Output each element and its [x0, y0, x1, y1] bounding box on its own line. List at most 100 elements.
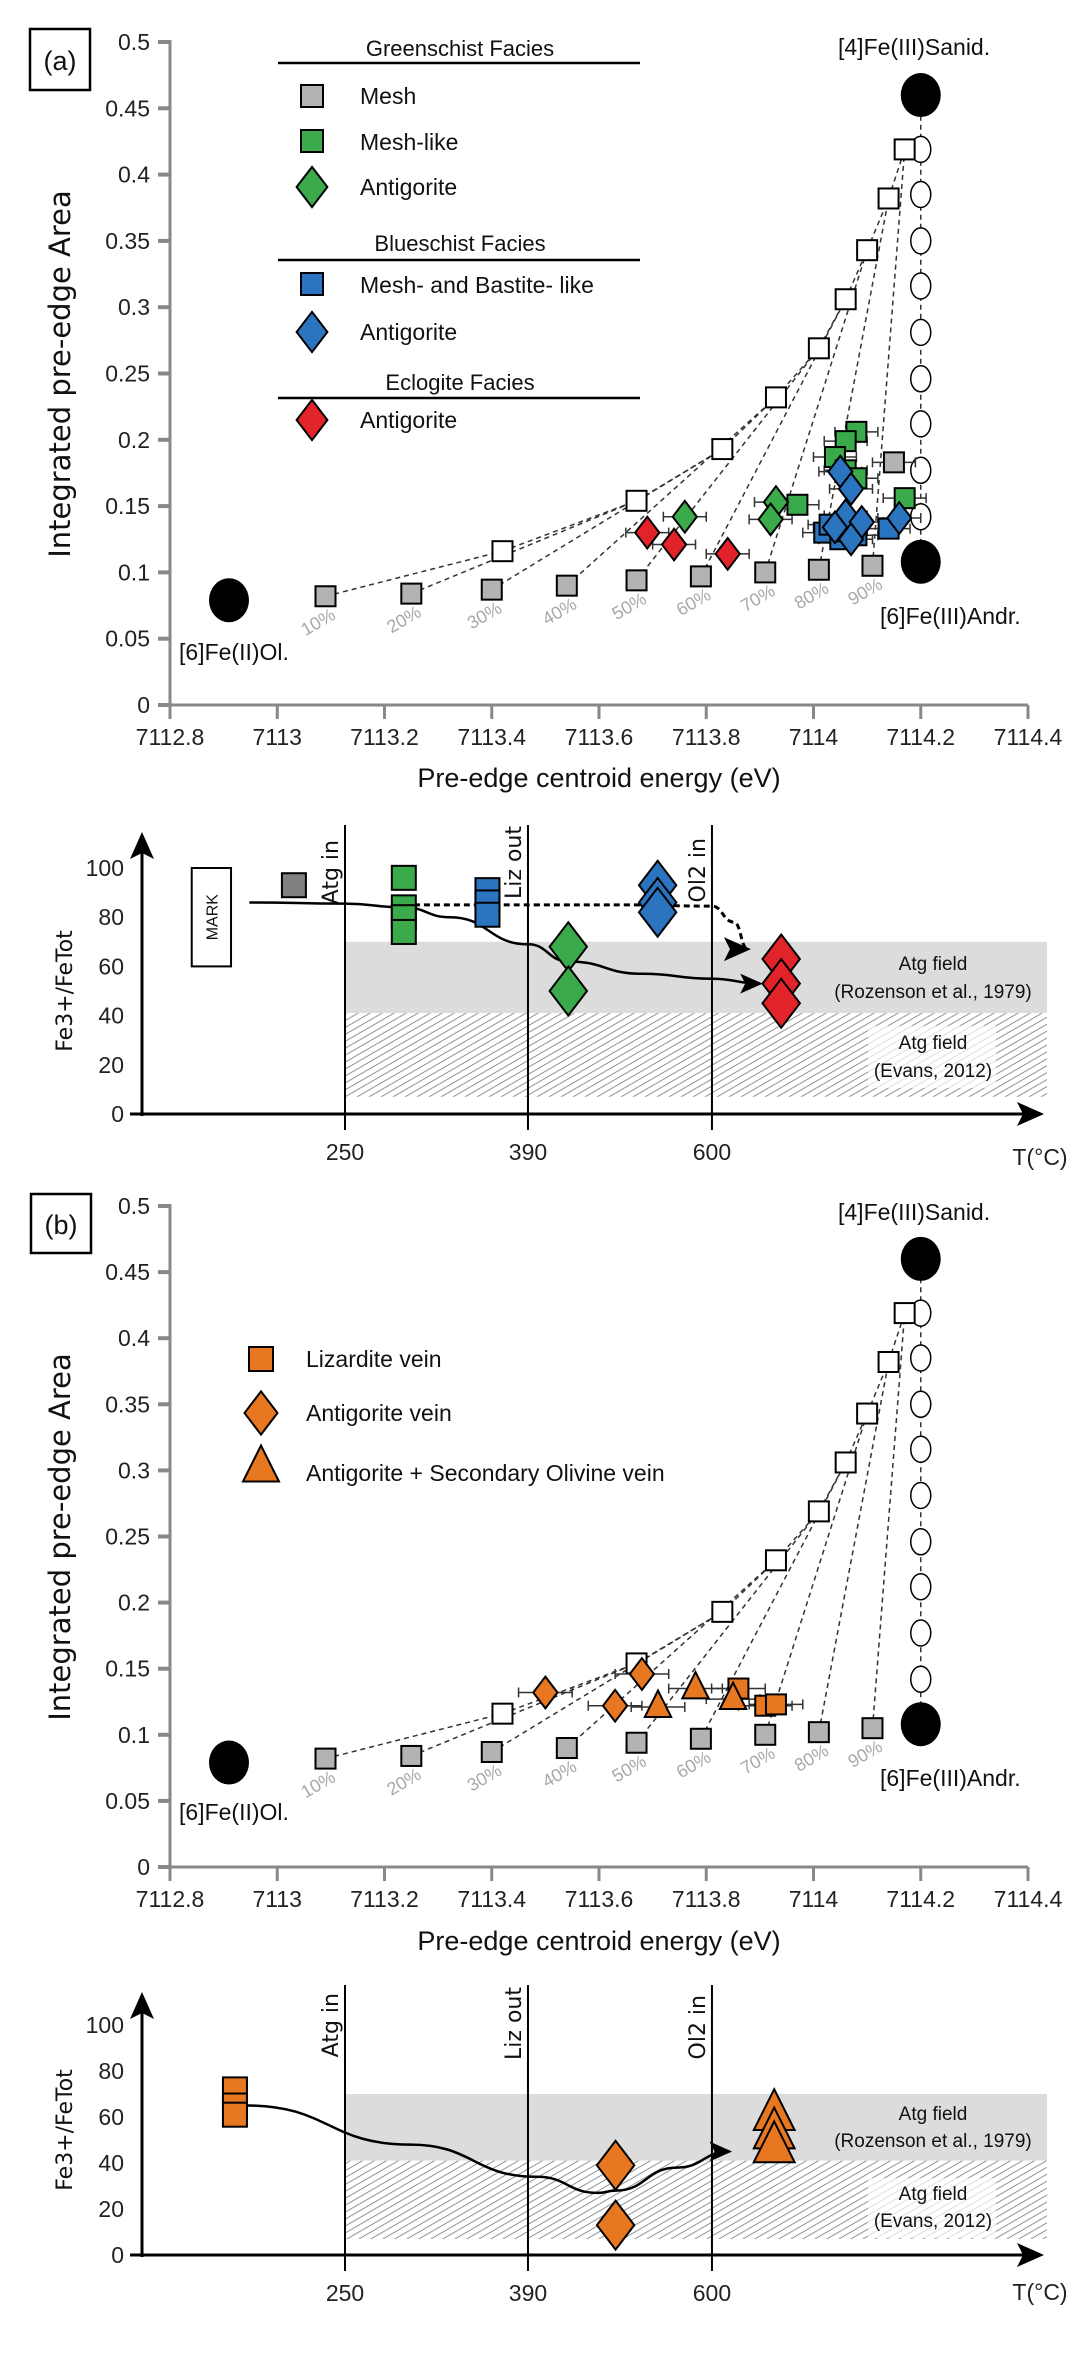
- mixing-line: [411, 1662, 637, 1757]
- mixing-line: [700, 1462, 847, 1740]
- field-reference: (Evans, 2012): [874, 2211, 992, 2232]
- x-tick-label: 7114.2: [886, 724, 955, 750]
- ol-andr-mixture-point: [400, 1744, 423, 1767]
- mixture-percent-label: 20%: [383, 1764, 424, 1799]
- data-point: [595, 2139, 636, 2192]
- ol-andr-mixture-point: [480, 1740, 503, 1763]
- field-reference: (Rozenson et al., 1979): [834, 2131, 1032, 2152]
- field-gray: [345, 2094, 1047, 2161]
- data-point: [757, 501, 784, 537]
- y-tick-label: 100: [86, 2012, 124, 2038]
- mixture-percent-label: 30%: [464, 598, 505, 633]
- mixture-percent-label: 40%: [539, 594, 580, 629]
- y-tick-label: 0.05: [105, 626, 150, 652]
- x-axis-label: T(°C): [1012, 2279, 1067, 2305]
- y-tick-label: 100: [86, 855, 124, 881]
- chart-b-temperature: Fe3+/FeTot T(°C) Atg in Liz out Ol2 in A…: [53, 1985, 1068, 2306]
- chart-a-temperature: Fe3+/FeTot T(°C) Atg in Liz out Ol2 in A…: [53, 825, 1068, 1170]
- y-axis-label: Integrated pre-edge Area: [43, 1353, 77, 1721]
- boundary-label: Atg in: [319, 840, 344, 904]
- x-tick-label: 250: [326, 2280, 364, 2306]
- y-tick-label: 60: [98, 953, 124, 979]
- data-point: [643, 1688, 673, 1718]
- mixing-line: [249, 1759, 326, 1763]
- legend-label: Lizardite vein: [306, 1346, 442, 1372]
- y-tick-label: 40: [98, 2150, 124, 2176]
- legend-label: Antigorite: [360, 407, 457, 433]
- reference-andr-point: [900, 1702, 941, 1747]
- legend-label: Antigorite + Secondary Olivine vein: [306, 1460, 665, 1486]
- x-tick-label: 7114: [789, 724, 839, 750]
- reference-ol-point: [208, 578, 249, 623]
- x-tick-label: 7113.4: [457, 1886, 526, 1912]
- ol-andr-mixture-point: [625, 1731, 648, 1754]
- andr-sanid-mixture-point: [910, 272, 932, 300]
- y-axis-label: Integrated pre-edge Area: [43, 190, 77, 558]
- reference-sanid-point: [900, 1236, 941, 1281]
- panel-label-b-text: (b): [45, 1210, 78, 1240]
- x-tick-label: 7114: [789, 1886, 839, 1912]
- ol-andr-mixture-point: [807, 558, 830, 581]
- x-tick-label: 7114.4: [994, 1886, 1063, 1912]
- x-tick-label: 7113.6: [565, 1886, 634, 1912]
- chart-a-scatter: Integrated pre-edge Area Pre-edge centro…: [43, 29, 1063, 793]
- reference-ol-point: [208, 1740, 249, 1785]
- legend-marker-square: [248, 1346, 274, 1372]
- mixing-line: [411, 500, 637, 595]
- y-tick-label: 20: [98, 1052, 124, 1078]
- legend-label: Mesh: [360, 83, 416, 109]
- andr-sanid-mixture-point: [910, 227, 932, 255]
- x-tick-label: 7113: [253, 724, 302, 750]
- ol-andr-mixture-point: [314, 585, 337, 608]
- y-tick-label: 0.1: [118, 559, 150, 585]
- ol-andr-mixture-point: [754, 561, 777, 584]
- boundary-label: Liz out: [502, 1987, 527, 2060]
- x-tick-label: 7113.8: [672, 1886, 741, 1912]
- reference-andr-point: [900, 539, 941, 584]
- andr-sanid-mixture-point: [910, 410, 932, 438]
- mixture-percent-label: 30%: [464, 1760, 505, 1795]
- ol-andr-mixture-point: [625, 569, 648, 592]
- andr-sanid-mixture-point: [910, 1481, 932, 1510]
- mixture-percent-label: 50%: [609, 1751, 650, 1786]
- trend-arrow-solid: [249, 901, 763, 994]
- y-tick-label: 0.25: [105, 1524, 150, 1550]
- y-tick-label: 0.25: [105, 361, 150, 387]
- data-point: [660, 527, 688, 563]
- y-tick-label: 0: [137, 1854, 150, 1880]
- ol-andr-mixture-point: [754, 1723, 777, 1746]
- boundary-label: Ol2 in: [686, 1995, 711, 2059]
- mixing-line: [566, 396, 777, 587]
- data-point: [821, 509, 849, 545]
- field-label: Atg field: [899, 954, 968, 975]
- x-tick-label: 250: [326, 1139, 364, 1165]
- mixture-percent-label: 40%: [539, 1756, 580, 1791]
- x-tick-label: 7113.2: [350, 1886, 419, 1912]
- mixing-line: [502, 500, 637, 552]
- y-tick-label: 0.3: [118, 294, 150, 320]
- reference-sanid-point: [900, 73, 941, 118]
- y-tick-label: 0.45: [105, 1259, 150, 1285]
- ol-sanid-mixture-point: [877, 1350, 900, 1373]
- data-point: [532, 1675, 559, 1710]
- x-tick-label: 7113.2: [350, 724, 419, 750]
- andr-sanid-mixture-point: [910, 1344, 932, 1372]
- y-axis-label: Fe3+/FeTot: [53, 930, 78, 1052]
- panel-label-b: (b): [29, 1192, 93, 1255]
- legend-marker-square: [300, 84, 324, 108]
- andr-sanid-mixture-point: [910, 1435, 932, 1463]
- legend-marker-diamond: [243, 1389, 279, 1437]
- x-tick-label: 390: [509, 1139, 547, 1165]
- field-label: Atg field: [899, 2104, 968, 2125]
- data-point: [548, 964, 589, 1018]
- andr-sanid-mixture-point: [910, 365, 932, 393]
- sanidine-label: [4]Fe(III)Sanid.: [838, 34, 990, 60]
- andr-sanid-mixture-point: [910, 180, 932, 209]
- y-tick-label: 20: [98, 2196, 124, 2222]
- boundary-label: Liz out: [502, 826, 527, 899]
- ol-andr-mixture-point: [689, 565, 712, 588]
- ol-sanid-mixture-point: [807, 337, 830, 360]
- andradite-label: [6]Fe(III)Andr.: [880, 1765, 1021, 1791]
- ol-sanid-mixture-point: [711, 438, 734, 461]
